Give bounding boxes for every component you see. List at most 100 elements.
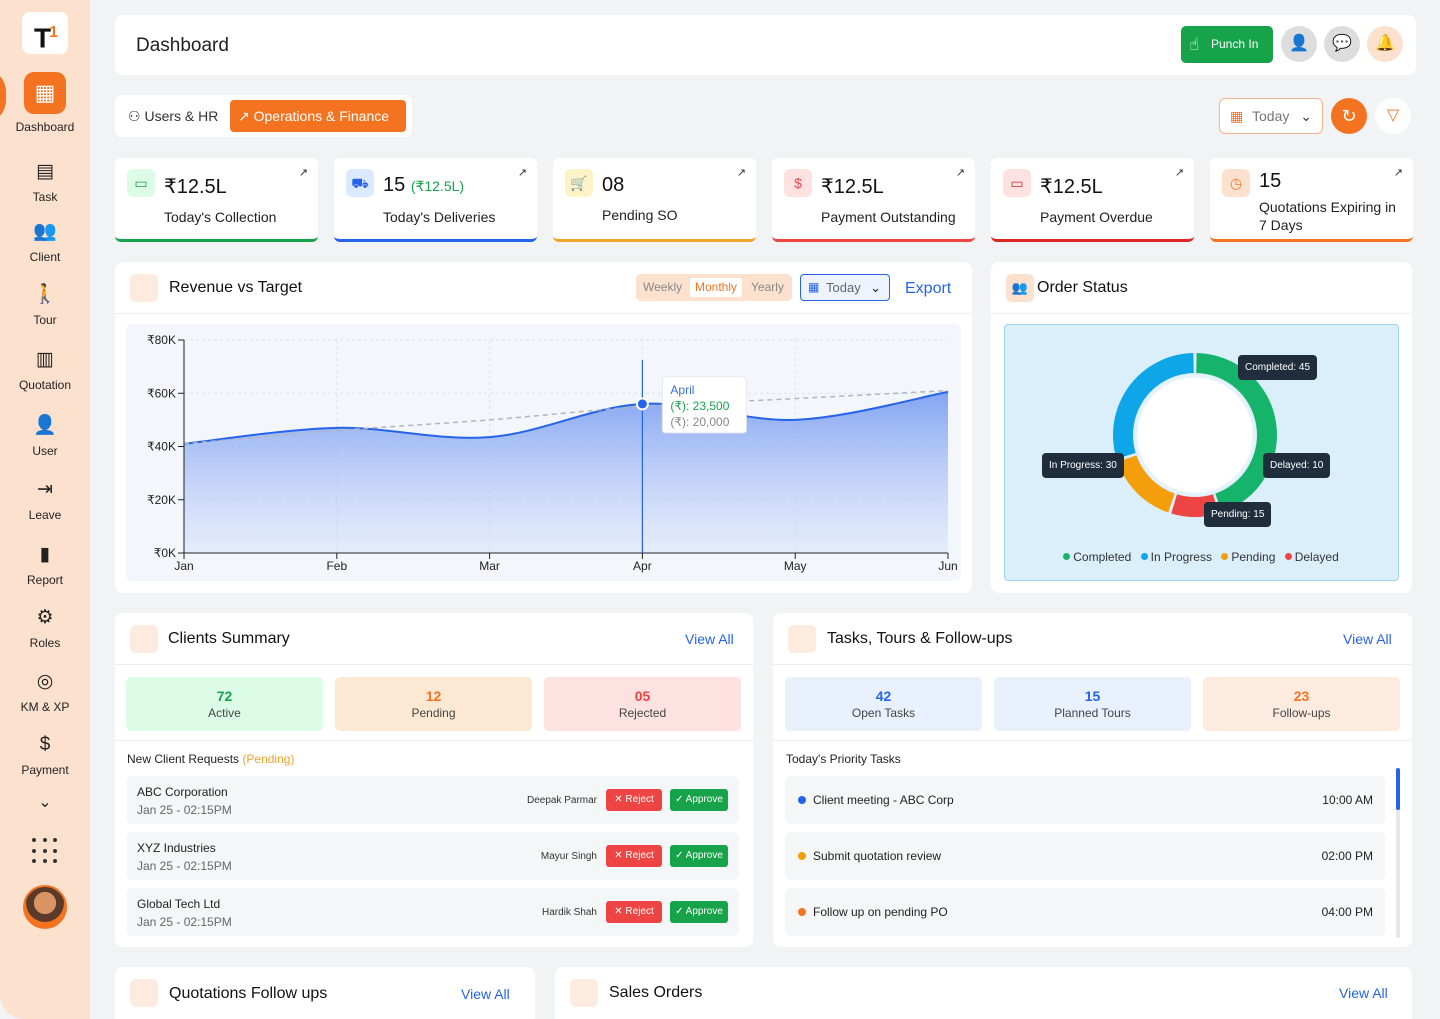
filter-button[interactable]: ▽ xyxy=(1375,98,1411,134)
sidebar-item-roles[interactable]: ⚙ Roles xyxy=(29,607,61,650)
users-icon: 👥 xyxy=(1006,274,1034,302)
scrollbar[interactable] xyxy=(1396,768,1400,938)
kpi-payment-outstanding[interactable]: $ ₹12.5L Payment Outstanding ↗ xyxy=(772,158,975,242)
chart-tooltip: April (₹): 23,500 (₹): 20,000 xyxy=(661,376,747,434)
sidebar-item-payment[interactable]: $ Payment xyxy=(21,734,69,777)
order-status-card: 👥 Order Status Completed: 45 In Progress… xyxy=(991,262,1412,593)
kpi-quotations-expiring[interactable]: ◷ 15 Quotations Expiring in 7 Days ↗ xyxy=(1210,158,1413,242)
card-title: Revenue vs Target xyxy=(169,279,303,296)
sidebar-item-quotation[interactable]: ▥ Quotation xyxy=(18,349,72,392)
close-icon: ✕ xyxy=(614,906,626,917)
chart-area: ₹0K ₹20K ₹40K ₹60K ₹80K Jan Feb Mar Apr May Jun Apr… xyxy=(126,324,961,581)
sidebar-item-user[interactable]: 👤 User xyxy=(32,415,58,458)
tasks-view-all-link[interactable]: View All xyxy=(1343,631,1392,647)
arrow-up-right-icon[interactable]: ↗ xyxy=(1393,167,1403,179)
stat-follow-ups[interactable]: 23 Follow-ups xyxy=(1203,677,1400,731)
approve-button[interactable]: ✓ Approve xyxy=(670,845,728,867)
x-tick-label: Apr xyxy=(633,559,652,573)
cart-icon: 🛒 xyxy=(565,169,593,197)
list-item[interactable]: Client meeting - ABC Corp 10:00 AM xyxy=(785,776,1385,824)
list-item[interactable]: ABC Corporation Jan 25 - 02:15PM Deepak … xyxy=(127,776,739,824)
revenue-date-select[interactable]: ▦ Today ⌄ xyxy=(800,274,890,301)
refresh-button[interactable]: ↻ xyxy=(1331,98,1367,134)
list-item[interactable]: Global Tech Ltd Jan 25 - 02:15PM Hardik … xyxy=(127,888,739,936)
priority-tasks-heading: Today's Priority Tasks xyxy=(786,752,901,766)
sidebar-item-dashboard[interactable]: ▦ Dashboard xyxy=(0,72,90,134)
legend-pending[interactable]: Pending xyxy=(1221,550,1275,564)
kpi-payment-overdue[interactable]: ▭ ₹12.5L Payment Overdue ↗ xyxy=(991,158,1194,242)
avatar[interactable] xyxy=(23,885,67,929)
app-logo[interactable]: T1 xyxy=(22,12,68,54)
notifications-button[interactable]: 🔔 xyxy=(1367,26,1403,62)
donut-center xyxy=(1134,374,1256,496)
card-icon-placeholder xyxy=(570,979,598,1007)
sidebar-item-leave[interactable]: ⇥ Leave xyxy=(28,479,62,522)
period-weekly[interactable]: Weekly xyxy=(643,280,683,294)
date-range-select[interactable]: ▦ Today ⌄ xyxy=(1219,98,1323,134)
sidebar-item-km-xp[interactable]: ◎ KM & XP xyxy=(20,671,70,714)
arrow-up-right-icon[interactable]: ↗ xyxy=(298,167,308,179)
kpi-todays-collection[interactable]: ▭ ₹12.5L Today's Collection ↗ xyxy=(115,158,318,242)
hand-coin-icon: $ xyxy=(39,734,51,755)
sales-orders-card: Sales Orders View All xyxy=(555,967,1412,1019)
approve-button[interactable]: ✓ Approve xyxy=(670,789,728,811)
export-button[interactable]: Export xyxy=(905,280,952,297)
list-item[interactable]: Submit quotation review 02:00 PM xyxy=(785,832,1385,880)
legend-in-progress[interactable]: In Progress xyxy=(1140,550,1212,564)
tab-operations-finance[interactable]: ↗ Operations & Finance xyxy=(230,100,406,132)
clipboard-icon: ▤ xyxy=(36,161,54,182)
period-yearly[interactable]: Yearly xyxy=(751,280,784,294)
tasks-tours-card: Tasks, Tours & Follow-ups View All 42 Op… xyxy=(773,613,1412,947)
quotations-view-all-link[interactable]: View All xyxy=(461,986,510,1002)
users-icon: ⚇ xyxy=(128,108,145,124)
legend-completed[interactable]: Completed xyxy=(1063,550,1131,564)
apps-grid-icon[interactable] xyxy=(32,838,58,864)
sidebar: T1 ▦ Dashboard ▤ Task 👥 Client 🚶 Tour ▥ … xyxy=(0,0,90,1019)
reject-button[interactable]: ✕ Reject xyxy=(606,845,662,867)
user-icon: 👤 xyxy=(33,415,57,436)
close-icon: ✕ xyxy=(614,850,626,861)
punch-in-button[interactable]: ☝ Punch In xyxy=(1181,26,1273,63)
donut-area: Completed: 45 In Progress: 30 Delayed: 1… xyxy=(1004,324,1399,581)
list-item[interactable]: XYZ Industries Jan 25 - 02:15PM Mayur Si… xyxy=(127,832,739,880)
sales-view-all-link[interactable]: View All xyxy=(1339,985,1388,1001)
stat-planned-tours[interactable]: 15 Planned Tours xyxy=(994,677,1191,731)
list-item[interactable]: Follow up on pending PO 04:00 PM xyxy=(785,888,1385,936)
approve-button[interactable]: ✓ Approve xyxy=(670,901,728,923)
arrow-up-right-icon[interactable]: ↗ xyxy=(955,167,965,179)
chat-button[interactable]: 💬 xyxy=(1324,26,1360,62)
x-tick-label: May xyxy=(784,559,807,573)
kpi-todays-deliveries[interactable]: ⛟ 15 (₹12.5L) Today's Deliveries ↗ xyxy=(334,158,537,242)
status-dot xyxy=(798,852,806,860)
sidebar-item-tour[interactable]: 🚶 Tour xyxy=(33,284,57,327)
clients-summary-card: Clients Summary View All 72 Active 12 Pe… xyxy=(115,613,753,947)
status-dot xyxy=(798,908,806,916)
arrow-up-right-icon[interactable]: ↗ xyxy=(1174,167,1184,179)
user-settings-button[interactable]: 👤 xyxy=(1281,26,1317,62)
arrow-up-right-icon[interactable]: ↗ xyxy=(517,167,527,179)
tab-users-hr[interactable]: ⚇ Users & HR xyxy=(128,108,219,124)
sidebar-item-task[interactable]: ▤ Task xyxy=(32,161,58,204)
stat-rejected[interactable]: 05 Rejected xyxy=(544,677,741,731)
stat-pending[interactable]: 12 Pending xyxy=(335,677,532,731)
user-gear-icon: 👤 xyxy=(1289,35,1309,52)
clients-view-all-link[interactable]: View All xyxy=(685,631,734,647)
period-monthly[interactable]: Monthly xyxy=(690,278,743,297)
chevron-down-icon[interactable]: ⌄ xyxy=(38,794,52,811)
legend-delayed[interactable]: Delayed xyxy=(1284,550,1339,564)
sidebar-item-report[interactable]: ▮ Report xyxy=(26,544,64,587)
arrow-up-right-icon[interactable]: ↗ xyxy=(736,167,746,179)
y-tick-label: ₹60K xyxy=(147,386,176,400)
dashboard-tabs: ⚇ Users & HR ↗ Operations & Finance xyxy=(115,95,412,137)
reject-button[interactable]: ✕ Reject xyxy=(606,789,662,811)
stat-open-tasks[interactable]: 42 Open Tasks xyxy=(785,677,982,731)
tooltip-pending: Pending: 15 xyxy=(1204,502,1272,527)
stat-active[interactable]: 72 Active xyxy=(126,677,323,731)
kpi-pending-so[interactable]: 🛒 08 Pending SO ↗ xyxy=(553,158,756,242)
reject-button[interactable]: ✕ Reject xyxy=(606,901,662,923)
tooltip-in-progress: In Progress: 30 xyxy=(1042,453,1124,478)
chevron-down-icon: ⌄ xyxy=(1300,108,1312,124)
sidebar-item-client[interactable]: 👥 Client xyxy=(29,221,61,264)
tooltip-line: (₹): 20,000 xyxy=(670,415,729,429)
status-dot xyxy=(798,796,806,804)
